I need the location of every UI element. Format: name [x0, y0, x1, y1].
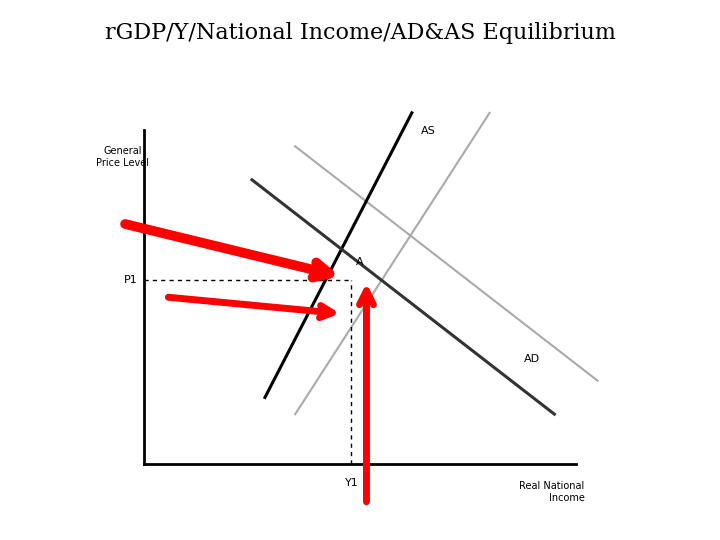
Text: AS: AS: [420, 126, 435, 136]
Text: P1: P1: [124, 275, 138, 285]
Text: Real National
Income: Real National Income: [519, 481, 585, 503]
Text: AD: AD: [524, 354, 540, 364]
Text: A: A: [356, 257, 364, 267]
Text: rGDP/Y/National Income/AD&AS Equilibrium: rGDP/Y/National Income/AD&AS Equilibrium: [104, 22, 616, 44]
Text: General
Price Level: General Price Level: [96, 146, 149, 168]
Text: Y1: Y1: [344, 478, 359, 488]
